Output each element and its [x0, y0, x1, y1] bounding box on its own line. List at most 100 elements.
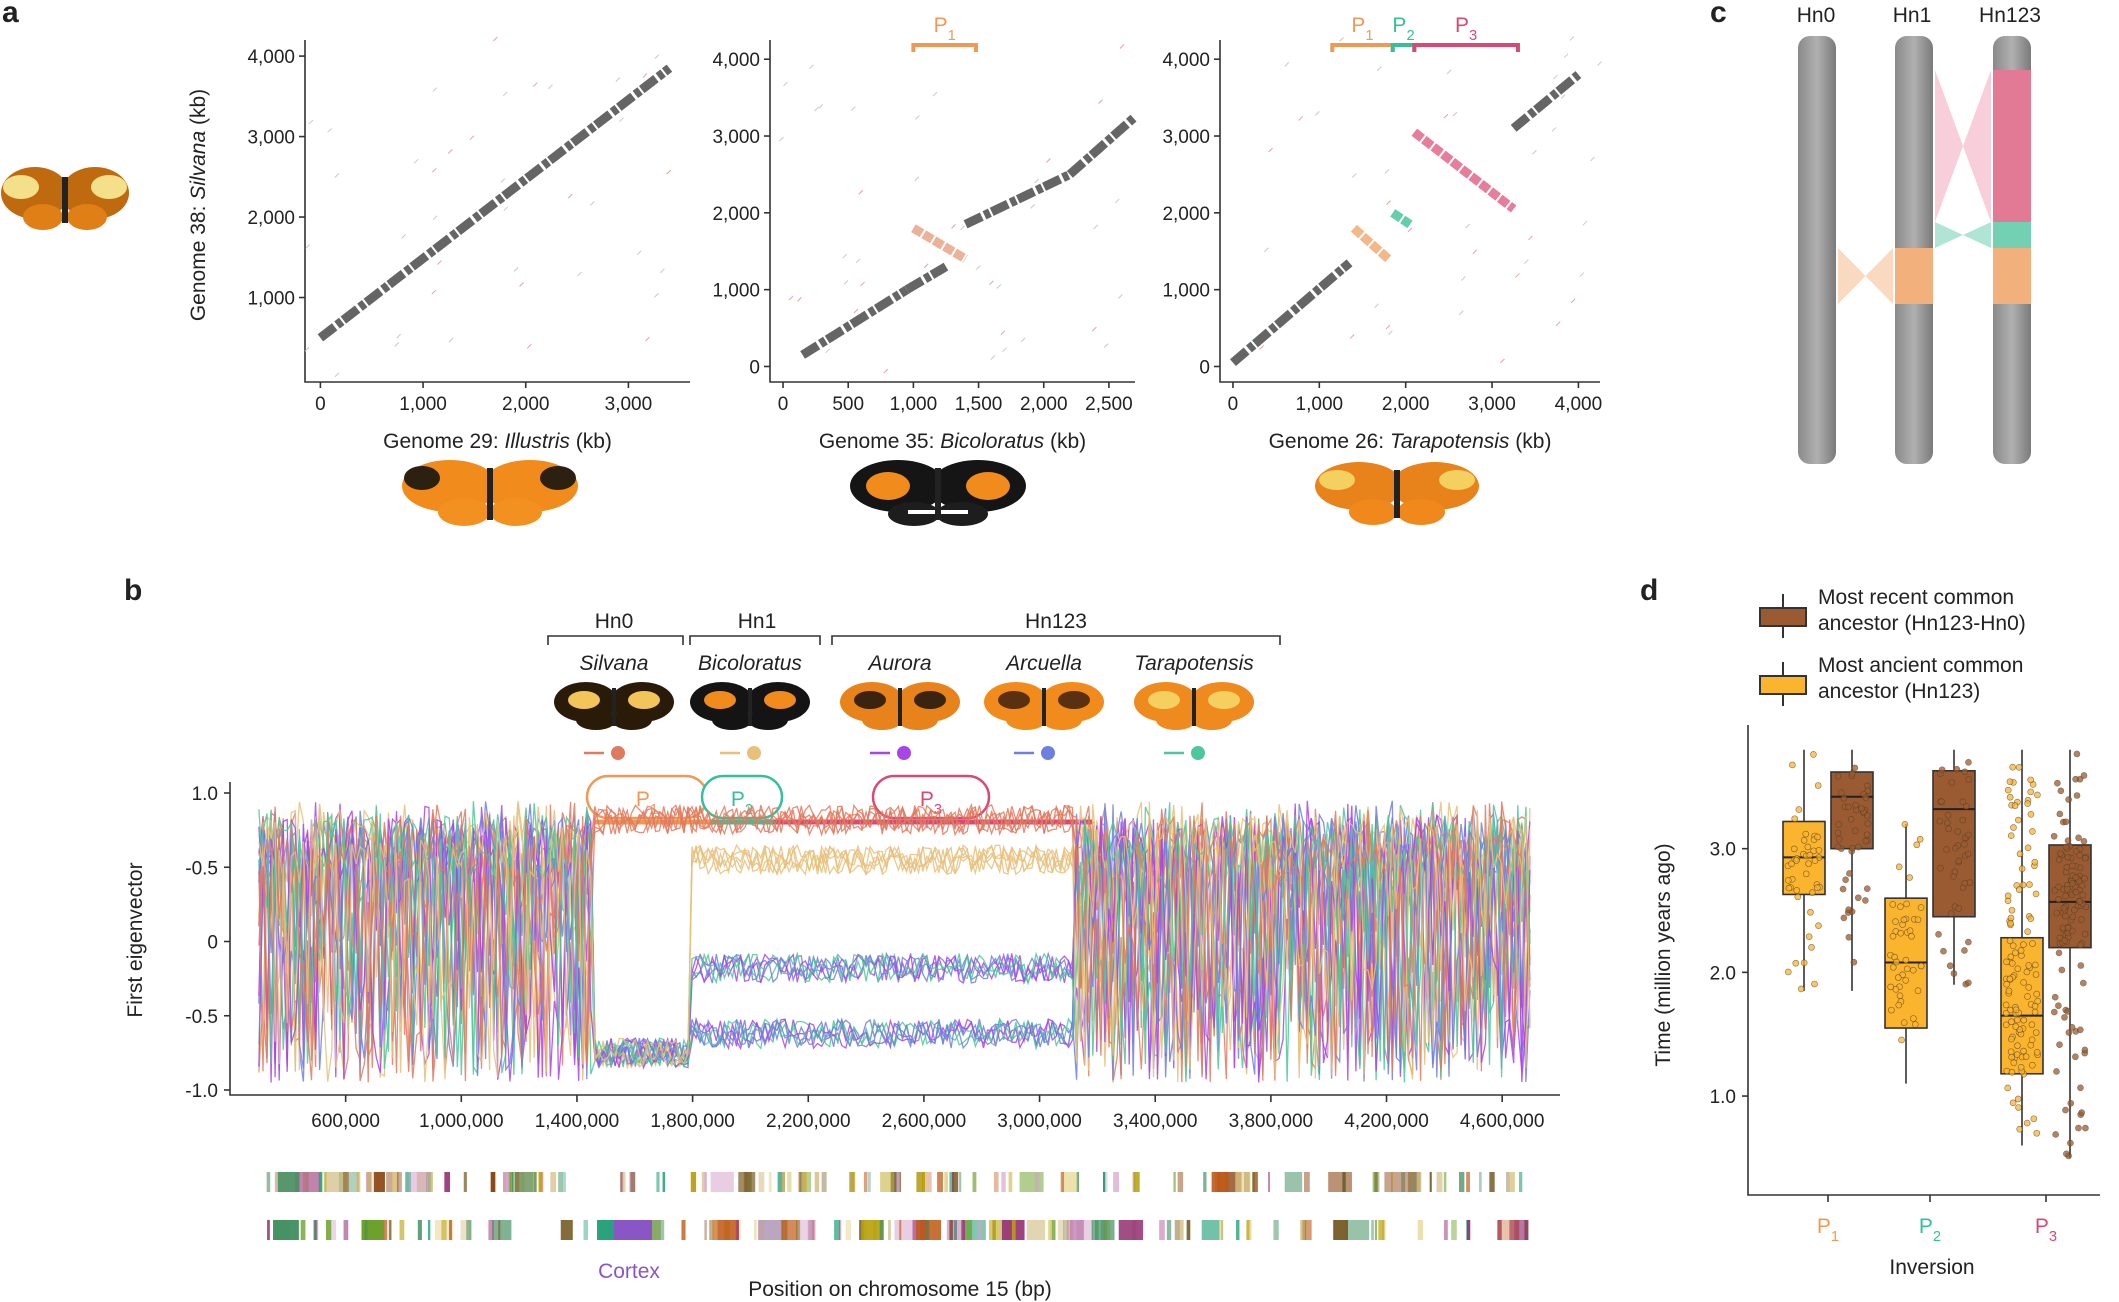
dotplot-noise: [1103, 343, 1109, 348]
dotplot-xtick-label: 0: [778, 394, 789, 415]
dotplot-noise: [615, 77, 621, 82]
dotplot-noise: [1119, 44, 1125, 49]
box-point: [1914, 987, 1922, 994]
gene-feature: [1479, 1172, 1482, 1192]
dotplot-noise: [960, 225, 965, 231]
eigenvector-trace: [258, 801, 1531, 1082]
box-point: [2027, 788, 2034, 796]
box-point: [2027, 1041, 2035, 1049]
box-point: [2015, 1104, 2022, 1111]
box-point: [2004, 786, 2012, 794]
box-point: [1805, 860, 1812, 867]
pca-xtick-label: 1,800,000: [650, 1111, 735, 1132]
box-point: [2064, 853, 2072, 861]
species-row: Silvana Bicoloratus Aurora Arcuella Tarapote…: [554, 652, 1254, 760]
gene-feature: [821, 1172, 827, 1192]
box-point: [2029, 828, 2036, 835]
chromosome-label-hn1: Hn1: [1893, 4, 1932, 27]
box-point: [2063, 1150, 2070, 1158]
gene-feature: [777, 1172, 784, 1192]
gene-feature: [806, 1172, 812, 1192]
gene-feature: [1390, 1172, 1393, 1192]
dotplot-ytick-label: 2,000: [1162, 204, 1210, 225]
dotplot-ytick-label: 2,000: [247, 208, 295, 229]
box-point: [2031, 858, 2039, 866]
dotplot-ytick-label: 1,000: [1162, 281, 1210, 302]
inversion-bar-p1: [911, 43, 978, 52]
box-point: [1938, 766, 1946, 774]
dotplot-noise: [975, 265, 981, 270]
box-point: [2017, 1064, 2025, 1071]
dotplot-noise: [1298, 116, 1304, 121]
box-point: [1965, 979, 1972, 987]
gene-feature: [1417, 1220, 1423, 1240]
dotplot-noise: [305, 244, 310, 249]
gene-feature: [1303, 1172, 1310, 1192]
box-point: [2057, 787, 2065, 795]
gene-feature: [1001, 1172, 1006, 1192]
dotplot-noise: [1384, 169, 1390, 174]
dotplot-axes: [769, 40, 1135, 383]
dotplot-noise: [1034, 178, 1040, 184]
box-point: [2008, 1053, 2016, 1061]
dotplot-xtick-label: 3,000: [605, 394, 653, 415]
dotplot-noise: [855, 258, 861, 264]
dotplot-noise: [860, 281, 865, 287]
box-point: [1800, 959, 1808, 967]
gene-feature: [961, 1220, 965, 1240]
box-point: [2020, 979, 2027, 986]
box-point: [2007, 1048, 2015, 1056]
dotplot-noise: [654, 54, 660, 59]
gene-feature: [758, 1172, 765, 1192]
eigenvector-trace: [258, 801, 1531, 1083]
gene-feature: [972, 1172, 977, 1192]
pca-ytick-label: 1.0: [192, 784, 218, 805]
gene-feature-cortex: [614, 1220, 652, 1240]
box-point: [1845, 906, 1852, 913]
box-point: [2033, 990, 2041, 998]
dotplot-noise: [1579, 272, 1585, 277]
dotplot-noise: [788, 295, 794, 301]
box-point: [2065, 796, 2072, 803]
gene-feature: [1451, 1220, 1457, 1240]
pca-xtick-label: 1,000,000: [419, 1111, 504, 1132]
box-point: [2073, 750, 2081, 758]
dotplot-noise: [619, 117, 624, 123]
box-point: [1808, 944, 1815, 951]
box-point: [1864, 787, 1872, 795]
gene-feature: [498, 1220, 501, 1240]
box-point: [2003, 980, 2010, 988]
box-point: [2026, 881, 2033, 888]
dotplot-noise: [809, 64, 814, 70]
dotplot-noise: [401, 234, 407, 239]
box-point: [2004, 1084, 2012, 1092]
box-point: [1913, 841, 1921, 849]
box-point: [2057, 850, 2064, 857]
box-point: [1909, 966, 1917, 974]
dotplot-noise: [1553, 74, 1558, 80]
box-point: [2025, 962, 2033, 969]
dotplot-xtick-label: 1,000: [1296, 394, 1344, 415]
box-point: [1936, 817, 1944, 825]
box-point: [2008, 959, 2016, 967]
p3-inversion-ribbon: [1935, 70, 1991, 222]
dotplot-noise: [431, 167, 437, 173]
dotplot-alignment-segment: [317, 64, 673, 342]
box-point: [2061, 937, 2068, 944]
butterfly-wing-patch: [854, 691, 886, 709]
box-point: [1951, 868, 1959, 875]
box-point: [1851, 764, 1859, 772]
butterfly-wing-patch: [1058, 691, 1090, 709]
box-point: [2032, 971, 2040, 978]
box-point: [2017, 947, 2025, 954]
gene-feature: [630, 1172, 636, 1192]
dotplot-noise: [951, 224, 956, 229]
box-point: [2015, 764, 2023, 771]
box-point: [2056, 1041, 2063, 1048]
box-point: [1792, 959, 1800, 967]
dotplot-xtick-label: 0: [1228, 394, 1239, 415]
box-point: [2050, 832, 2058, 840]
chromosome-hn123-p1-block: [1993, 248, 2031, 304]
box-point: [1948, 779, 1956, 786]
box-point: [2052, 1131, 2059, 1138]
